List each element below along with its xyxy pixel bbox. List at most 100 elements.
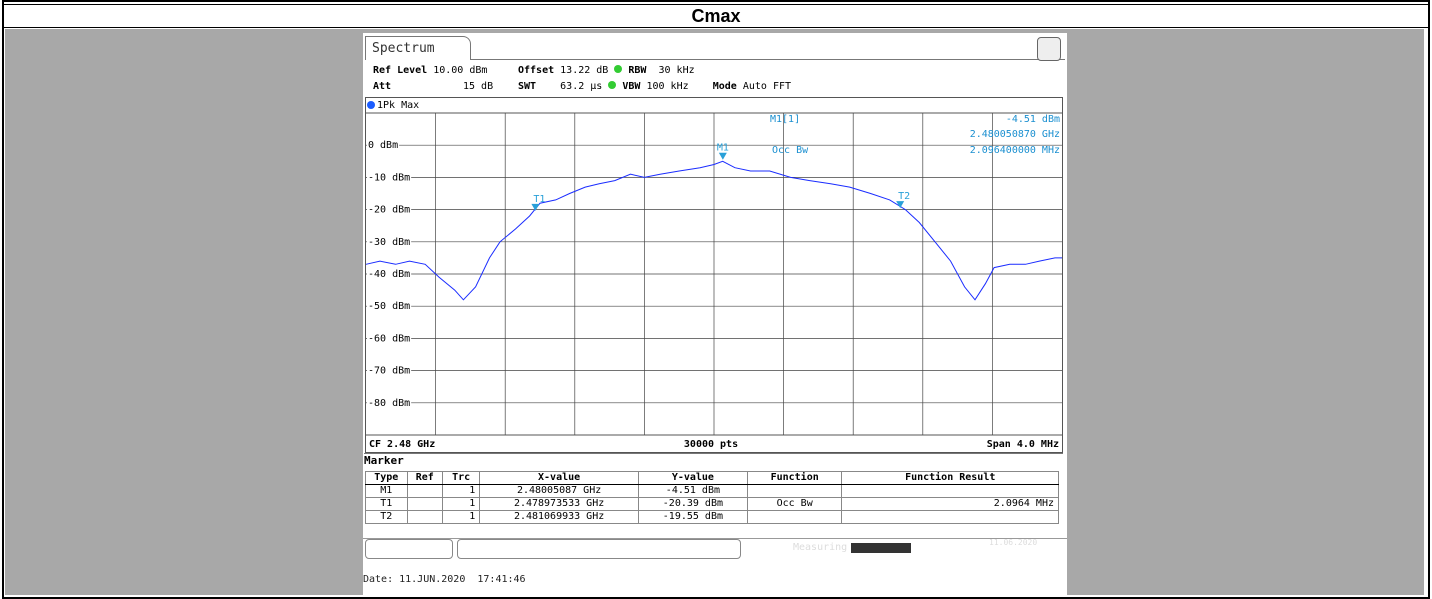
settings-line: SWT 63.2 µs VBW 100 kHz Mode Auto FFT	[518, 81, 791, 92]
settings-line: Offset 13.22 dB RBW 30 kHz	[518, 65, 695, 76]
cell: 2.0964 MHz	[841, 497, 1059, 511]
tab-line	[471, 59, 1065, 60]
table-row: T2 1 2.481069933 GHz -19.55 dBm	[365, 510, 1059, 524]
marker	[718, 152, 727, 160]
value: 10.00 dBm	[433, 65, 488, 76]
cell: -19.55 dBm	[637, 510, 748, 524]
column-header: Type	[365, 471, 408, 485]
label-bg	[367, 204, 412, 216]
dot	[614, 65, 623, 73]
trace	[365, 160, 1062, 301]
label: Mode	[712, 81, 737, 92]
row-line	[2, 4, 1430, 5]
y-tick-label: -40 dBm	[368, 269, 410, 280]
cell: -20.39 dBm	[637, 497, 748, 511]
readout-function: Occ Bw	[772, 145, 809, 156]
value: 100 kHz	[646, 81, 689, 92]
readout-frequency: 2.480050870 GHz	[970, 129, 1060, 140]
marker-title: Marker	[364, 454, 404, 467]
label-bg	[367, 365, 412, 377]
label-bg	[367, 333, 412, 345]
y-tick-label: -80 dBm	[368, 398, 410, 409]
column-header: Function	[746, 471, 843, 485]
readout-level: -4.51 dBm	[1006, 114, 1060, 125]
readout-result: 2.096400000 MHz	[970, 145, 1060, 156]
cell	[746, 484, 843, 498]
label-bg	[367, 236, 412, 248]
dot	[608, 81, 617, 89]
marker	[531, 203, 540, 211]
value: 13.22 dB	[560, 65, 609, 76]
marker-border	[364, 453, 1063, 454]
label: Att	[373, 81, 392, 92]
footer-center: 30000 pts	[684, 439, 738, 450]
status-date: 11.06.2020	[989, 538, 1038, 547]
cell: 2.478973533 GHz	[479, 497, 639, 511]
trace-label: 1Pk Max	[377, 100, 419, 111]
marker-label: M1	[717, 143, 729, 154]
label-bg	[367, 301, 412, 313]
settings-line: Ref Level 10.00 dBm	[373, 65, 487, 76]
column-header: Function Result	[841, 471, 1059, 485]
analyzer-screen: Spectrum Ref Level 10.00 dBm Offset 13.2…	[363, 33, 1067, 597]
cell: 1	[442, 497, 481, 511]
status-box	[365, 539, 453, 559]
column-header: Y-value	[637, 471, 748, 485]
cell	[746, 510, 843, 524]
value: 30 kHz	[658, 65, 695, 76]
marker-label: T2	[898, 191, 910, 202]
cell: 1	[442, 510, 481, 524]
table-row: M1 1 2.48005087 GHz -4.51 dBm	[365, 484, 1059, 498]
cell	[406, 497, 444, 511]
settings-value: 15 dB	[463, 81, 494, 92]
header-row: Type Ref Trc X-value Y-value Function Function…	[365, 471, 1059, 485]
y-tick-label: -50 dBm	[368, 301, 410, 312]
column-header: Ref	[406, 471, 444, 485]
label-bg	[367, 172, 412, 184]
column-header: Trc	[442, 471, 481, 485]
label: VBW	[622, 81, 641, 92]
title: Cmax	[691, 6, 741, 26]
y-tick-label: -60 dBm	[368, 333, 410, 344]
row-line	[2, 27, 1430, 28]
cell: 1	[442, 484, 481, 498]
date-line: Date: 11.JUN.2020 17:41:46	[363, 574, 526, 585]
cell: -4.51 dBm	[637, 484, 748, 498]
cell: T2	[365, 510, 408, 524]
cell: M1	[365, 484, 408, 498]
settings-line: Att	[373, 81, 391, 92]
status-state: Measuring	[793, 542, 848, 553]
label-bg	[367, 397, 412, 409]
plot-frame	[365, 97, 1063, 453]
spectrum-plot: 1Pk Max 0 dBm -10 dBm -20 dBm -30 dBm -40 dBm…	[365, 97, 1063, 453]
cell	[406, 510, 444, 524]
y-tick-label: -30 dBm	[368, 237, 410, 248]
cell	[406, 484, 444, 498]
cell: 2.481069933 GHz	[479, 510, 639, 524]
cell	[841, 484, 1059, 498]
trace-dot	[367, 101, 375, 109]
footer-right: Span 4.0 MHz	[987, 439, 1059, 450]
marker	[896, 201, 905, 209]
cell: 2.48005087 GHz	[479, 484, 639, 498]
y-tick-label: -20 dBm	[368, 205, 410, 216]
y-tick-label: -10 dBm	[368, 172, 410, 183]
progress	[851, 543, 911, 553]
footer-left: CF 2.48 GHz	[369, 439, 435, 450]
label: RBW	[628, 65, 647, 76]
label: Ref Level	[373, 65, 428, 76]
readout-marker: M1[1]	[770, 114, 800, 125]
cell: Occ Bw	[746, 497, 843, 511]
label-bg	[367, 140, 400, 152]
label: Offset	[518, 65, 555, 76]
tab[interactable]: Spectrum	[365, 36, 471, 60]
status-box	[457, 539, 741, 559]
marker-label: T1	[533, 194, 545, 205]
menu-icon[interactable]	[1037, 37, 1061, 61]
cell: T1	[365, 497, 408, 511]
marker-table: Type Ref Trc X-value Y-value Function Function…	[365, 471, 1059, 524]
label: SWT	[518, 81, 537, 92]
y-tick-label: -70 dBm	[368, 366, 410, 377]
value: Auto FFT	[742, 81, 792, 92]
